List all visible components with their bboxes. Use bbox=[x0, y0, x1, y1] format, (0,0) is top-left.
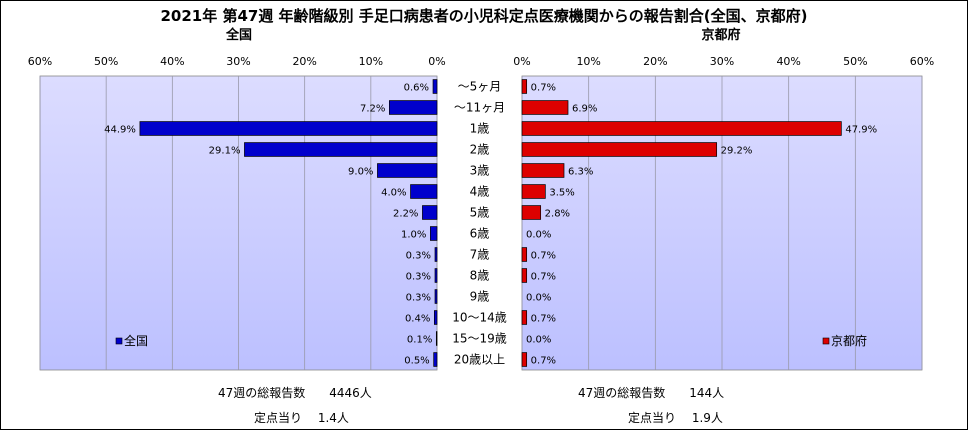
left-x-tick-label: 10% bbox=[359, 55, 383, 68]
category-label: 1歳 bbox=[470, 122, 490, 136]
left-x-tick-label: 40% bbox=[160, 55, 184, 68]
national-bar bbox=[422, 205, 438, 220]
national-value-label: 9.0% bbox=[348, 167, 373, 178]
legend-label-kyoto: 京都府 bbox=[831, 333, 867, 348]
national-value-label: 0.1% bbox=[407, 335, 432, 346]
kyoto-bar bbox=[521, 142, 718, 157]
national-bar bbox=[244, 142, 438, 157]
national-value-label: 0.3% bbox=[406, 251, 431, 262]
left-subtitle: 全国 bbox=[225, 27, 252, 43]
kyoto-value-label: 0.0% bbox=[526, 230, 551, 241]
category-label: 2歳 bbox=[470, 143, 490, 157]
category-label: 15～19歳 bbox=[452, 332, 507, 346]
legend-swatch-kyoto bbox=[822, 337, 830, 345]
national-value-label: 0.3% bbox=[406, 272, 431, 283]
category-label: 5歳 bbox=[470, 206, 490, 220]
category-label: 4歳 bbox=[470, 185, 490, 199]
category-label: ～11ヶ月 bbox=[454, 101, 505, 115]
right-x-tick-label: 40% bbox=[776, 55, 800, 68]
kyoto-bar bbox=[521, 268, 528, 283]
left-x-tick-label: 20% bbox=[292, 55, 316, 68]
kyoto-bar bbox=[521, 121, 842, 136]
legend-right: 京都府 bbox=[822, 333, 867, 348]
legend-label-national: 全国 bbox=[124, 333, 148, 348]
kyoto-bar bbox=[521, 100, 569, 115]
national-value-label: 2.2% bbox=[393, 209, 418, 220]
kyoto-value-label: 6.9% bbox=[572, 104, 597, 115]
kyoto-value-label: 0.7% bbox=[531, 314, 556, 325]
kyoto-value-label: 29.2% bbox=[721, 146, 753, 157]
category-label: 6歳 bbox=[470, 227, 490, 241]
category-label: 8歳 bbox=[470, 269, 490, 283]
legend-left: 全国 bbox=[115, 333, 148, 348]
national-bar bbox=[430, 226, 438, 241]
left-x-tick-label: 0% bbox=[428, 55, 445, 68]
national-value-label: 0.6% bbox=[404, 83, 429, 94]
kyoto-value-label: 3.5% bbox=[549, 188, 574, 199]
kyoto-value-label: 0.7% bbox=[531, 272, 556, 283]
national-bar bbox=[410, 184, 438, 199]
right-subtitle: 京都府 bbox=[701, 27, 740, 43]
national-bar bbox=[433, 352, 438, 367]
kyoto-value-label: 0.7% bbox=[531, 251, 556, 262]
national-bar bbox=[377, 163, 438, 178]
category-label: 7歳 bbox=[470, 248, 490, 262]
national-bar bbox=[389, 100, 438, 115]
left-x-tick-label: 50% bbox=[94, 55, 118, 68]
kyoto-total-reports: 47週の総報告数 144人 bbox=[578, 386, 725, 400]
right-x-tick-label: 0% bbox=[513, 55, 530, 68]
category-label: ～5ヶ月 bbox=[458, 80, 502, 94]
chart-title: 2021年 第47週 年齢階級別 手足口病患者の小児科定点医療機関からの報告割合… bbox=[160, 7, 807, 25]
legend-swatch-national bbox=[115, 337, 123, 345]
national-value-label: 0.3% bbox=[406, 293, 431, 304]
national-value-label: 0.5% bbox=[404, 356, 429, 367]
national-bar bbox=[139, 121, 438, 136]
category-label: 20歳以上 bbox=[454, 353, 505, 367]
kyoto-value-label: 0.7% bbox=[531, 83, 556, 94]
kyoto-value-label: 0.7% bbox=[531, 356, 556, 367]
left-x-tick-label: 60% bbox=[28, 55, 52, 68]
right-x-tick-label: 20% bbox=[643, 55, 667, 68]
kyoto-bar bbox=[521, 247, 528, 262]
kyoto-per-site: 定点当り 1.9人 bbox=[628, 411, 723, 425]
national-bar bbox=[434, 247, 438, 262]
right-plot-area: 0% 10% 20% 30% 40% 50% 60% 0.7% 6.9% 47.9% 29.2% 6.… bbox=[513, 55, 934, 371]
right-x-tick-label: 30% bbox=[710, 55, 734, 68]
national-total-reports: 47週の総報告数 4446人 bbox=[218, 386, 372, 400]
national-bar bbox=[432, 79, 438, 94]
national-bar bbox=[435, 331, 438, 346]
national-per-site: 定点当り 1.4人 bbox=[254, 411, 349, 425]
national-value-label: 1.0% bbox=[401, 230, 426, 241]
kyoto-value-label: 0.0% bbox=[526, 335, 551, 346]
kyoto-value-label: 47.9% bbox=[845, 125, 877, 136]
right-x-tick-label: 10% bbox=[576, 55, 600, 68]
kyoto-bar bbox=[521, 352, 528, 367]
kyoto-bar bbox=[521, 79, 528, 94]
national-value-label: 29.1% bbox=[209, 146, 241, 157]
national-bar bbox=[434, 268, 438, 283]
category-label: 10～14歳 bbox=[452, 311, 507, 325]
kyoto-value-label: 6.3% bbox=[568, 167, 593, 178]
category-labels: ～5ヶ月 ～11ヶ月 1歳 2歳 3歳 4歳 5歳 6歳 7歳 8歳 9歳 10～14歳 15～19歳 2… bbox=[452, 80, 507, 367]
kyoto-bar bbox=[521, 163, 565, 178]
national-value-label: 44.9% bbox=[104, 125, 136, 136]
kyoto-bar bbox=[521, 184, 546, 199]
category-label: 3歳 bbox=[470, 164, 490, 178]
kyoto-value-label: 0.0% bbox=[526, 293, 551, 304]
left-plot-area: 60% 50% 40% 30% 20% 10% 0% 0.6% 7.2% 44.9% 29.1% 9.… bbox=[28, 55, 446, 371]
kyoto-bar bbox=[521, 310, 528, 325]
left-x-tick-label: 30% bbox=[226, 55, 250, 68]
kyoto-value-label: 2.8% bbox=[545, 209, 570, 220]
national-value-label: 4.0% bbox=[381, 188, 406, 199]
national-bar bbox=[434, 310, 438, 325]
category-label: 9歳 bbox=[470, 290, 490, 304]
national-value-label: 7.2% bbox=[360, 104, 385, 115]
right-x-tick-label: 50% bbox=[843, 55, 867, 68]
right-x-tick-label: 60% bbox=[910, 55, 934, 68]
national-bar bbox=[434, 289, 438, 304]
kyoto-bar bbox=[521, 205, 542, 220]
national-value-label: 0.4% bbox=[405, 314, 430, 325]
